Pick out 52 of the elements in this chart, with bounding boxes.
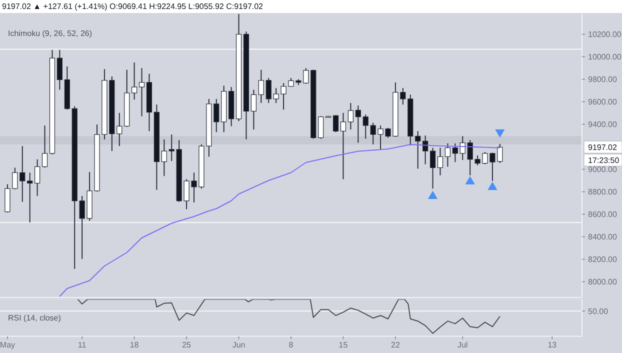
candlestick	[430, 147, 436, 190]
candlestick	[266, 78, 272, 104]
candlestick	[318, 116, 324, 140]
candlestick	[362, 114, 368, 140]
x-tick-label: Jul	[458, 340, 468, 350]
text: 17:23:50	[588, 156, 620, 165]
y-tick-label: 8600.00	[588, 210, 618, 220]
candlestick	[332, 114, 339, 133]
candlestick	[437, 147, 444, 176]
candlestick	[20, 146, 26, 202]
candlestick	[415, 130, 421, 170]
x-tick-label: 22	[391, 340, 400, 350]
x-tick-label: Jun	[232, 340, 246, 350]
candlestick	[452, 142, 458, 163]
y-tick-label: 8000.00	[588, 278, 618, 287]
candlestick	[132, 62, 138, 100]
x-tick-label: 11	[78, 340, 87, 350]
candlestick	[348, 102, 354, 130]
candlestick	[340, 112, 346, 180]
candlestick	[258, 69, 264, 104]
x-tick-label: 18	[130, 340, 140, 350]
candlestick	[355, 105, 361, 144]
y-tick-label: 8400.00	[588, 232, 618, 242]
y-tick-label: 10200.00	[588, 30, 622, 40]
candlestick	[27, 172, 33, 223]
x-tick-label: 25	[182, 340, 192, 350]
x-tick-label: 13	[548, 340, 558, 350]
candlestick	[214, 98, 220, 133]
y-tick-label: 10000.00	[588, 52, 622, 62]
candlestick	[250, 89, 256, 130]
y-tick-label: 8800.00	[588, 188, 618, 197]
candlestick	[168, 134, 174, 162]
y-tick-label: 9600.00	[588, 98, 618, 107]
text: RSI (14, close)	[8, 314, 62, 323]
candlestick	[56, 49, 62, 90]
annotation: 9197.02	[588, 142, 618, 152]
y-tick-label: 9800.00	[588, 75, 618, 84]
candlestick	[444, 142, 450, 168]
x-tick-label: 15	[338, 340, 348, 350]
y-tick-label: 8200.00	[588, 255, 618, 264]
candlestick	[42, 124, 48, 168]
y-tick-label: 9400.00	[588, 120, 618, 130]
text: Ichimoku (9, 26, 52, 26)	[8, 29, 92, 38]
candlestick	[161, 138, 167, 176]
text: 9197.02 ▲ +127.61 (+1.41%) O:9069.41 H:9224.95 L:9055.92 C:9197.02	[2, 2, 264, 11]
text: 50.00	[588, 306, 609, 316]
y-tick-label: 9000.00	[588, 165, 618, 174]
candlestick	[138, 68, 145, 117]
x-tick-label: May	[0, 340, 16, 350]
candlestick	[34, 158, 40, 196]
candlestick	[116, 112, 122, 147]
x-tick-label: 8	[288, 340, 294, 350]
